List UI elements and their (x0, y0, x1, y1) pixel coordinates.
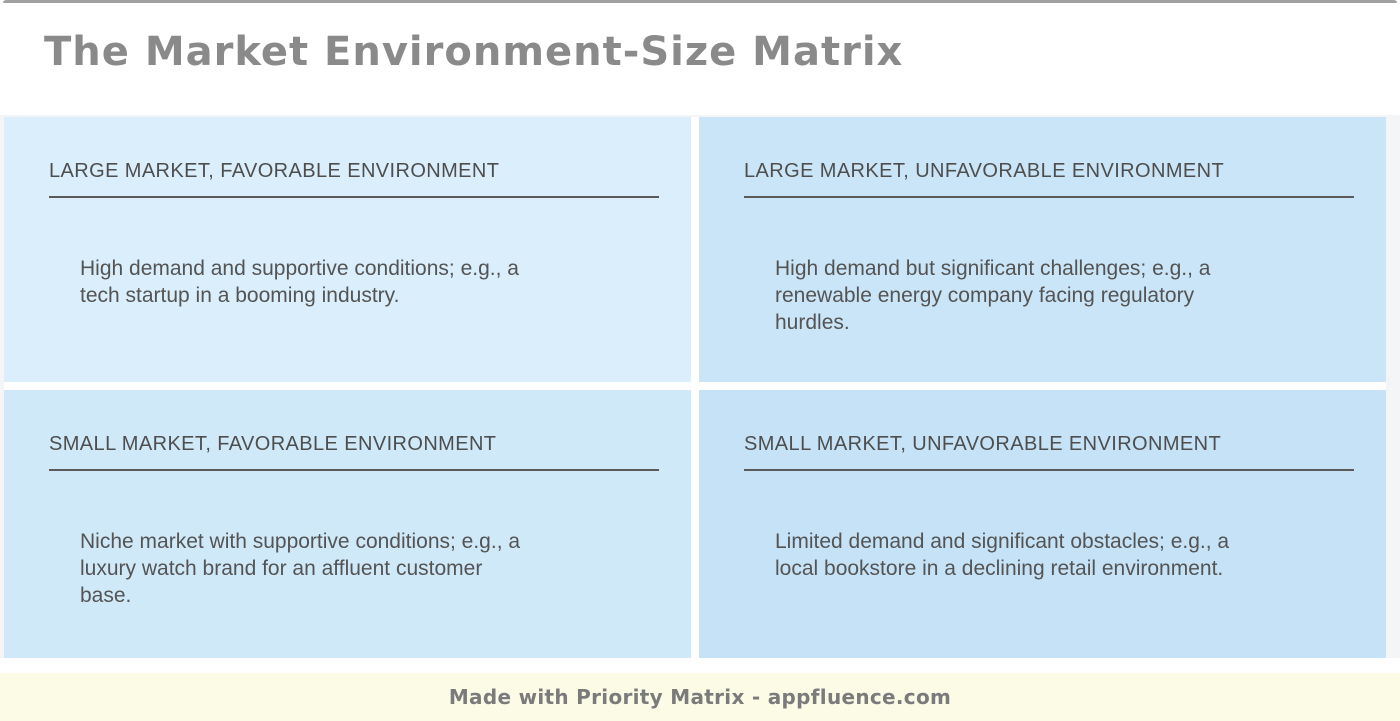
quadrant-small-market-unfavorable: SMALL MARKET, UNFAVORABLE ENVIRONMENT Li… (699, 390, 1386, 658)
footer-bar: Made with Priority Matrix - appfluence.c… (0, 673, 1400, 721)
page-title: The Market Environment-Size Matrix (44, 29, 904, 75)
quadrant-description: Limited demand and significant obstacles… (775, 530, 1230, 580)
quadrant-small-market-favorable: SMALL MARKET, FAVORABLE ENVIRONMENT Nich… (4, 390, 691, 658)
quadrant-description: High demand and supportive conditions; e… (80, 257, 519, 307)
matrix-band: LARGE MARKET, FAVORABLE ENVIRONMENT High… (0, 115, 1400, 658)
quadrant-heading: SMALL MARKET, FAVORABLE ENVIRONMENT (49, 432, 659, 471)
matrix-grid: LARGE MARKET, FAVORABLE ENVIRONMENT High… (4, 117, 1386, 658)
title-bar: The Market Environment-Size Matrix (0, 3, 1400, 115)
quadrant-large-market-favorable: LARGE MARKET, FAVORABLE ENVIRONMENT High… (4, 117, 691, 382)
quadrant-description: High demand but significant challenges; … (775, 257, 1211, 334)
footer-attribution-text: Made with Priority Matrix - appfluence.c… (448, 685, 952, 709)
top-rule (3, 0, 1397, 3)
quadrant-heading: SMALL MARKET, UNFAVORABLE ENVIRONMENT (744, 432, 1354, 471)
quadrant-description: Niche market with supportive conditions;… (80, 530, 521, 607)
quadrant-large-market-unfavorable: LARGE MARKET, UNFAVORABLE ENVIRONMENT Hi… (699, 117, 1386, 382)
footer-gap (0, 658, 1400, 673)
quadrant-heading: LARGE MARKET, UNFAVORABLE ENVIRONMENT (744, 159, 1354, 198)
quadrant-heading: LARGE MARKET, FAVORABLE ENVIRONMENT (49, 159, 659, 198)
